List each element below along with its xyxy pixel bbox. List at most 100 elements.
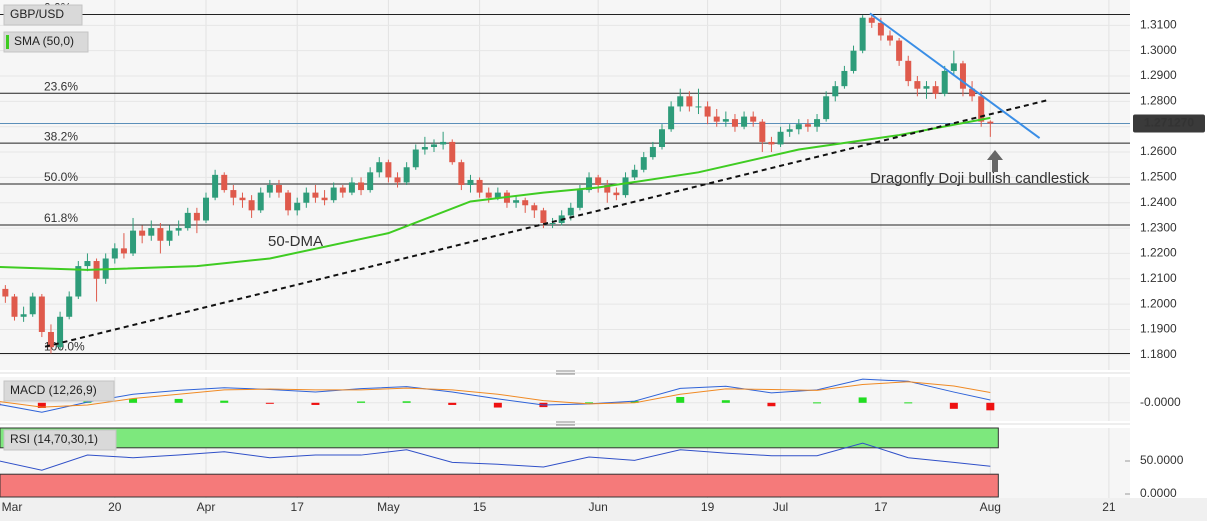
indicator-label-swatch — [6, 35, 9, 49]
candle-body — [467, 179, 474, 185]
candle-body — [166, 230, 173, 241]
candle-body — [659, 129, 665, 147]
candle-body — [586, 177, 593, 191]
macd-histogram-bar — [813, 402, 822, 404]
candle-body — [148, 228, 155, 236]
candle-body — [212, 174, 219, 198]
y-tick-label: 1.2100 — [1140, 271, 1177, 285]
candle-body — [20, 314, 27, 317]
candle-body — [804, 124, 811, 127]
candle-body — [494, 192, 501, 198]
candle-body — [193, 212, 200, 221]
y-tick-label: 1.2300 — [1140, 220, 1177, 234]
candle-body — [631, 169, 638, 178]
candle-body — [358, 182, 365, 191]
last-price-box — [1133, 114, 1205, 133]
macd-histogram-bar — [174, 398, 183, 403]
x-tick-label: 19 — [701, 500, 715, 514]
candle-body — [668, 106, 675, 130]
candle-body — [175, 228, 182, 231]
candle-body — [47, 331, 54, 348]
candle-body — [139, 230, 146, 236]
y-tick-label: 1.3000 — [1140, 43, 1177, 57]
candle-body — [29, 296, 36, 315]
candle-body — [695, 106, 702, 108]
annotation: Dragonfly Doji bullish candlestick — [870, 170, 1090, 187]
candle-body — [595, 177, 602, 185]
candle-body — [203, 197, 209, 221]
candle-body — [978, 96, 985, 122]
candle-body — [686, 96, 693, 107]
macd-histogram-bar — [630, 401, 639, 403]
candle-body — [294, 202, 301, 211]
candle-body — [959, 63, 966, 89]
candle-body — [868, 17, 875, 23]
candle-body — [303, 192, 310, 203]
x-axis-band — [0, 498, 1207, 521]
chart-title-box — [3, 4, 83, 26]
candle-body — [759, 121, 766, 142]
overbought-zone — [0, 427, 999, 449]
candle-body — [394, 177, 401, 183]
candle-body — [750, 116, 757, 122]
x-tick-label: Mar — [2, 500, 23, 514]
candle-body — [814, 119, 821, 127]
macd-histogram-bar — [402, 401, 411, 403]
indicator-label: SMA (50,0) — [14, 34, 74, 48]
candle-body — [513, 200, 520, 203]
macd-panel — [0, 377, 1130, 421]
macd-histogram-bar — [129, 398, 138, 403]
candle-body — [859, 17, 866, 51]
candle-body — [622, 177, 629, 196]
candle-body — [832, 86, 839, 97]
candle-body — [339, 187, 346, 193]
y-tick-label: 1.3100 — [1140, 18, 1177, 32]
candle-body — [330, 187, 337, 201]
candle-body — [421, 146, 428, 150]
x-tick-label: Jun — [588, 500, 607, 514]
macd-title: MACD (12,26,9) — [10, 383, 97, 397]
candle-body — [950, 63, 957, 71]
macd-line — [0, 378, 991, 413]
y-tick-label: 1.1800 — [1140, 347, 1177, 361]
macd-histogram-bar — [986, 402, 995, 411]
candle-body — [722, 119, 729, 122]
candle-body — [786, 129, 793, 132]
macd-histogram-bar — [357, 401, 366, 403]
macd-histogram-bar — [220, 400, 229, 403]
candle-body — [932, 86, 939, 94]
candle-body — [850, 50, 857, 71]
candle-body — [239, 197, 246, 201]
fib-label: 50.0% — [44, 170, 78, 184]
candle-body — [440, 141, 447, 145]
candle-body — [540, 210, 547, 224]
candle-body — [257, 192, 264, 211]
macd-histogram-bar — [311, 402, 320, 405]
candle-body — [914, 81, 921, 89]
candle-body — [549, 223, 556, 225]
macd-histogram-bar — [37, 402, 46, 408]
candle-body — [613, 192, 620, 196]
resize-grip[interactable] — [556, 370, 575, 375]
x-tick-label: 17 — [874, 500, 888, 514]
candle-body — [768, 141, 775, 145]
y-tick-label: 1.2000 — [1140, 296, 1177, 310]
candle-body — [896, 40, 903, 61]
candle-body — [941, 70, 948, 94]
candle-body — [877, 22, 884, 36]
y-tick-label: 50.0000 — [1140, 453, 1184, 467]
candle-body — [431, 144, 437, 147]
y-tick-label: 1.2500 — [1140, 170, 1177, 184]
chart-title: GBP/USD — [10, 7, 64, 21]
macd-histogram-bar — [904, 402, 913, 404]
candle-body — [704, 106, 711, 117]
y-tick-label: 1.2800 — [1140, 94, 1177, 108]
y-tick-label: 1.2400 — [1140, 195, 1177, 209]
resize-grip[interactable] — [556, 421, 575, 426]
x-tick-label: 17 — [291, 500, 305, 514]
rsi-title-box — [3, 429, 117, 451]
candle-body — [841, 70, 848, 87]
candle-body — [905, 60, 912, 82]
candle-body — [321, 197, 328, 201]
